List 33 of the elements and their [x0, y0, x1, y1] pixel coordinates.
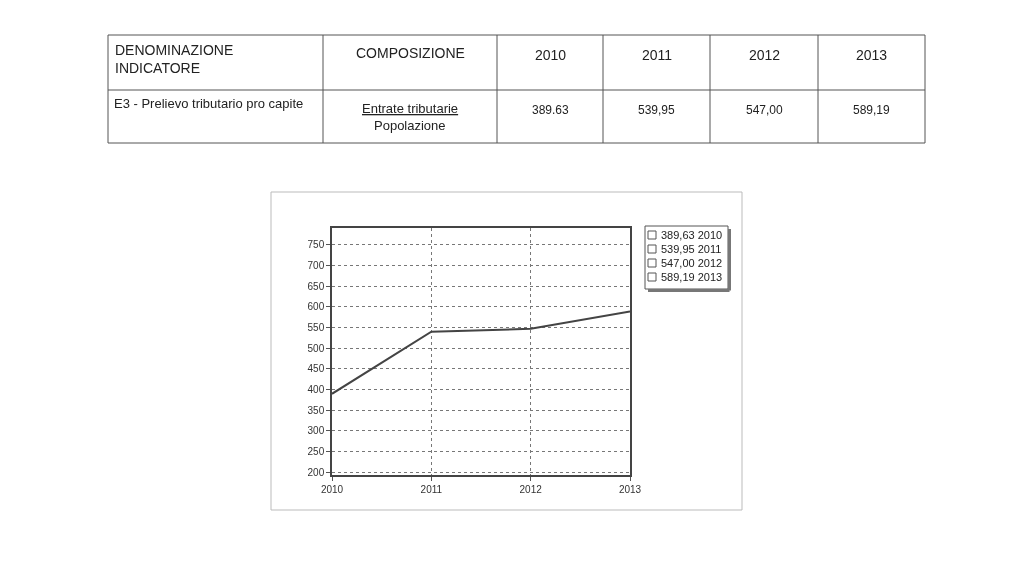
- text: 2013: [856, 47, 888, 63]
- x-tick-label: 2012: [519, 483, 543, 495]
- y-tick-label: 350: [307, 404, 325, 416]
- text: 389,63 2010: [661, 229, 723, 241]
- text: 2010: [535, 47, 567, 63]
- y-tick-label: 200: [307, 466, 325, 478]
- y-tick-label: 650: [307, 280, 325, 292]
- text: 2012: [749, 47, 781, 63]
- text: Popolazione: [374, 118, 446, 133]
- text: 539,95: [638, 103, 676, 117]
- y-tick-label: 450: [307, 363, 325, 375]
- y-tick-label: 250: [307, 445, 325, 457]
- text: DENOMINAZIONE INDICATORE: [115, 42, 234, 77]
- y-tick-label: 600: [307, 301, 325, 313]
- x-tick-label: 2013: [618, 483, 642, 495]
- y-tick-label: 550: [307, 322, 325, 334]
- text: 539,95 2011: [661, 243, 722, 255]
- text: 2011: [642, 47, 673, 63]
- y-tick-label: 700: [307, 260, 325, 272]
- y-tick-label: 400: [307, 384, 325, 395]
- text: 547,00: [746, 103, 784, 117]
- text: 589,19 2013: [661, 271, 723, 283]
- y-tick-label: 750: [307, 239, 325, 251]
- text: Entrate tributarie: [362, 101, 459, 116]
- text: 589,19: [853, 103, 891, 117]
- x-tick-label: 2011: [420, 483, 443, 495]
- y-tick-label: 500: [307, 342, 325, 354]
- x-tick-label: 2010: [320, 483, 344, 495]
- text: 547,00 2012: [661, 257, 723, 269]
- text: 389.63: [532, 103, 570, 117]
- text: COMPOSIZIONE: [356, 45, 465, 61]
- text: E3 - Prelievo tributario pro capite: [114, 96, 304, 111]
- y-tick-label: 300: [307, 425, 325, 437]
